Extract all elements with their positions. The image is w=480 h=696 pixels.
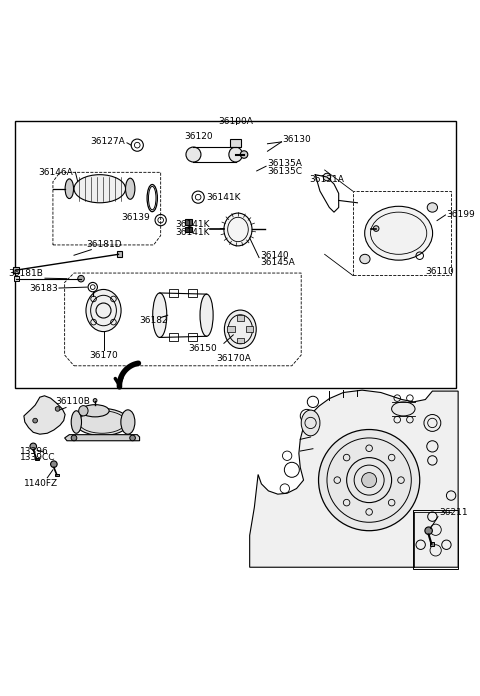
Circle shape <box>425 527 432 535</box>
Polygon shape <box>250 390 458 567</box>
Ellipse shape <box>79 406 88 416</box>
Ellipse shape <box>229 147 242 162</box>
Ellipse shape <box>427 203 438 212</box>
Text: 36130: 36130 <box>282 135 311 144</box>
Circle shape <box>93 399 97 402</box>
Text: 36135C: 36135C <box>267 167 302 176</box>
Text: 1339CC: 1339CC <box>20 453 56 462</box>
Ellipse shape <box>71 411 82 433</box>
Text: 36135A: 36135A <box>267 159 302 168</box>
Text: 36182: 36182 <box>140 316 168 325</box>
Text: 36100A: 36100A <box>218 117 253 126</box>
Polygon shape <box>169 333 179 341</box>
Circle shape <box>55 406 60 411</box>
Polygon shape <box>230 139 241 147</box>
Ellipse shape <box>81 404 109 417</box>
Polygon shape <box>188 333 197 341</box>
Text: 36181D: 36181D <box>87 239 122 248</box>
Ellipse shape <box>75 409 129 436</box>
Ellipse shape <box>224 213 252 246</box>
Text: 36145A: 36145A <box>261 258 295 267</box>
Text: 36140: 36140 <box>261 251 289 260</box>
Ellipse shape <box>365 206 432 260</box>
Text: 36150: 36150 <box>189 345 217 354</box>
Circle shape <box>323 173 331 181</box>
Polygon shape <box>35 457 39 461</box>
Text: 36211: 36211 <box>439 508 468 517</box>
Polygon shape <box>24 396 65 434</box>
Text: 36127A: 36127A <box>90 137 125 146</box>
Text: 36181B: 36181B <box>9 269 44 278</box>
Ellipse shape <box>360 254 370 264</box>
Circle shape <box>319 429 420 530</box>
Polygon shape <box>185 227 192 232</box>
Text: 36141K: 36141K <box>176 221 210 229</box>
Polygon shape <box>188 290 197 297</box>
Polygon shape <box>65 435 140 441</box>
Circle shape <box>50 461 57 468</box>
Text: 13396: 13396 <box>20 447 49 456</box>
Text: 36131A: 36131A <box>310 175 345 184</box>
Text: 36110B: 36110B <box>55 397 90 406</box>
Ellipse shape <box>74 175 126 203</box>
Circle shape <box>33 418 37 423</box>
Polygon shape <box>237 315 244 321</box>
Circle shape <box>71 435 77 441</box>
Ellipse shape <box>224 310 256 349</box>
Ellipse shape <box>121 410 135 434</box>
Ellipse shape <box>392 402 415 416</box>
Text: 1140FZ: 1140FZ <box>24 479 58 488</box>
Text: 36183: 36183 <box>29 283 58 292</box>
Text: 36141K: 36141K <box>206 193 240 202</box>
Circle shape <box>130 435 135 441</box>
Circle shape <box>78 276 84 282</box>
Ellipse shape <box>65 179 73 198</box>
Polygon shape <box>55 473 59 476</box>
Polygon shape <box>169 290 179 297</box>
Ellipse shape <box>200 294 213 336</box>
Text: 36146A: 36146A <box>38 168 73 177</box>
Ellipse shape <box>153 293 167 338</box>
Circle shape <box>361 473 377 488</box>
Text: 36120: 36120 <box>184 132 213 141</box>
Text: 36110: 36110 <box>425 267 454 276</box>
Ellipse shape <box>186 147 201 162</box>
Circle shape <box>240 151 248 158</box>
Text: 36170A: 36170A <box>216 354 251 363</box>
Text: 36141K: 36141K <box>176 228 210 237</box>
Polygon shape <box>227 326 235 332</box>
Ellipse shape <box>86 290 121 331</box>
Text: 36139: 36139 <box>121 213 150 222</box>
Polygon shape <box>14 276 19 281</box>
Ellipse shape <box>126 178 135 199</box>
Polygon shape <box>185 219 192 225</box>
Circle shape <box>30 443 36 450</box>
Polygon shape <box>430 542 434 546</box>
Polygon shape <box>117 251 122 257</box>
Ellipse shape <box>301 410 320 436</box>
Polygon shape <box>246 326 253 332</box>
Text: 36170: 36170 <box>89 351 118 361</box>
Polygon shape <box>13 267 19 273</box>
Circle shape <box>373 226 379 231</box>
Polygon shape <box>237 338 244 343</box>
Text: 36199: 36199 <box>446 209 475 219</box>
